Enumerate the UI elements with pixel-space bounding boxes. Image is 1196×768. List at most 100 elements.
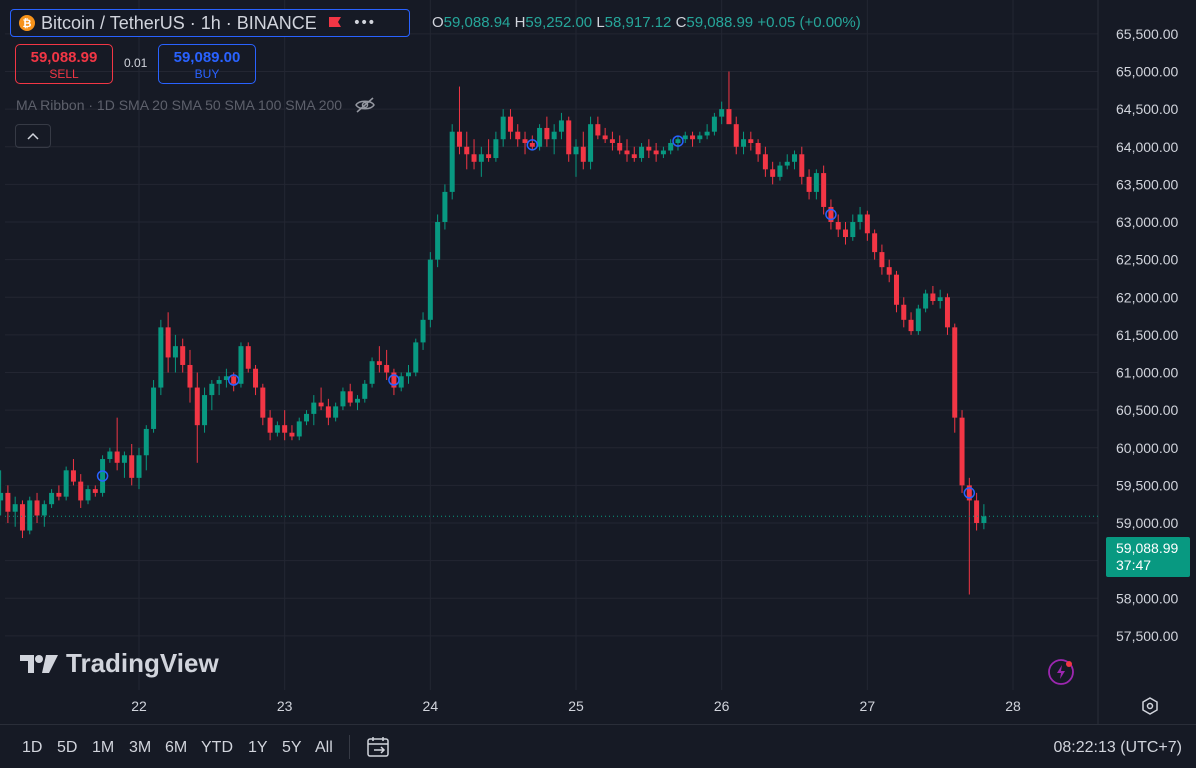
- candle-body: [456, 131, 462, 147]
- candle-body: [959, 417, 965, 486]
- collapse-legend-button[interactable]: [15, 124, 51, 148]
- buy-button[interactable]: 59,089.00 BUY: [158, 44, 256, 84]
- candle-body: [333, 406, 339, 418]
- event-marker[interactable]: [96, 470, 109, 482]
- candle: [595, 116, 601, 140]
- range-all-button[interactable]: All: [315, 739, 333, 756]
- symbol-search[interactable]: ₿ Bitcoin / TetherUS · 1h · BINANCE •••: [10, 9, 410, 37]
- candle: [464, 131, 470, 170]
- candle-body: [296, 421, 302, 437]
- event-marker[interactable]: [388, 374, 400, 386]
- candle: [420, 312, 426, 350]
- range-1y-button[interactable]: 1Y: [248, 739, 268, 756]
- candle: [515, 124, 521, 147]
- candle-body: [267, 417, 273, 433]
- range-5y-button[interactable]: 5Y: [282, 739, 302, 756]
- tradingview-watermark[interactable]: TradingView: [20, 648, 219, 679]
- last-price-value: 59,088.99: [1116, 540, 1179, 556]
- settings-icon[interactable]: [1140, 696, 1160, 716]
- candle: [741, 131, 747, 155]
- range-6m-button[interactable]: 6M: [165, 739, 188, 756]
- range-ytd-button[interactable]: YTD: [201, 739, 233, 756]
- event-marker[interactable]: [672, 135, 684, 147]
- candle-body: [704, 131, 710, 136]
- range-1m-button[interactable]: 1M: [92, 739, 115, 756]
- event-marker[interactable]: [227, 374, 240, 386]
- range-1d-button[interactable]: 1D: [22, 739, 43, 756]
- sell-button[interactable]: 59,088.99 SELL: [15, 44, 113, 84]
- candle-body: [762, 154, 768, 170]
- candle-body: [355, 398, 361, 403]
- candle: [129, 443, 135, 486]
- range-3m-button[interactable]: 3M: [129, 739, 152, 756]
- candle: [391, 368, 397, 396]
- candle-body: [464, 146, 470, 155]
- candle: [202, 387, 208, 433]
- candle-body: [544, 127, 550, 140]
- candle-body: [427, 259, 433, 320]
- candle-body: [755, 142, 761, 155]
- spread-value: 0.01: [124, 56, 148, 70]
- candle-body: [311, 402, 317, 414]
- candle-body: [690, 135, 696, 140]
- candle-body: [238, 346, 244, 384]
- flash-icon[interactable]: [1047, 658, 1075, 686]
- candle: [537, 124, 543, 151]
- eye-off-icon[interactable]: [354, 97, 376, 113]
- candle: [653, 142, 659, 162]
- time-axis[interactable]: 22 23 24 25 26 27 28: [131, 698, 1021, 714]
- event-marker[interactable]: [963, 487, 976, 499]
- candle-body: [27, 500, 33, 531]
- toolbar-separator: [349, 735, 350, 759]
- candle-body: [813, 173, 819, 192]
- candle-body: [733, 124, 739, 147]
- candle-body: [304, 413, 310, 422]
- indicator-legend[interactable]: MA Ribbon · 1D SMA 20 SMA 50 SMA 100 SMA…: [16, 97, 376, 113]
- candle: [12, 496, 18, 527]
- candle-body: [362, 383, 368, 399]
- candle: [726, 71, 732, 125]
- candle: [872, 229, 878, 260]
- candle: [0, 470, 4, 516]
- candle-body: [143, 428, 149, 456]
- event-marker[interactable]: [526, 139, 539, 151]
- bitcoin-icon: ₿: [19, 15, 35, 31]
- x-tick-label: 27: [860, 698, 876, 714]
- flag-icon[interactable]: [327, 16, 343, 30]
- y-tick-label: 59,000.00: [1116, 515, 1178, 531]
- candle: [209, 380, 215, 411]
- more-icon[interactable]: •••: [352, 15, 376, 31]
- candle: [289, 425, 295, 441]
- calendar-icon[interactable]: [366, 735, 392, 759]
- candle-body: [660, 150, 666, 155]
- buy-label: BUY: [194, 67, 220, 81]
- candle: [325, 398, 331, 426]
- candle-body: [682, 135, 688, 140]
- candle: [682, 131, 688, 143]
- y-tick-label: 65,000.00: [1116, 64, 1178, 80]
- candle: [471, 139, 477, 170]
- candle-body: [711, 116, 717, 132]
- candle-body: [369, 361, 375, 384]
- low-key: L: [596, 14, 605, 31]
- candle-body: [741, 139, 747, 147]
- candle: [755, 139, 761, 162]
- candle-body: [609, 139, 615, 143]
- candle: [143, 425, 149, 471]
- candle-body: [850, 222, 856, 238]
- candle-body: [624, 150, 630, 155]
- range-5d-button[interactable]: 5D: [57, 739, 78, 756]
- candle: [282, 410, 288, 441]
- candle: [70, 459, 76, 486]
- candle-body: [872, 233, 878, 253]
- candle-body: [835, 222, 841, 230]
- candle: [405, 364, 411, 384]
- candle-body: [784, 161, 790, 166]
- clock-readout[interactable]: 08:22:13 (UTC+7): [1053, 739, 1182, 756]
- y-tick-label: 63,000.00: [1116, 214, 1178, 230]
- candle-body: [522, 139, 528, 143]
- candle: [114, 417, 120, 471]
- event-marker[interactable]: [825, 208, 837, 221]
- x-tick-label: 26: [714, 698, 730, 714]
- candle: [449, 124, 455, 200]
